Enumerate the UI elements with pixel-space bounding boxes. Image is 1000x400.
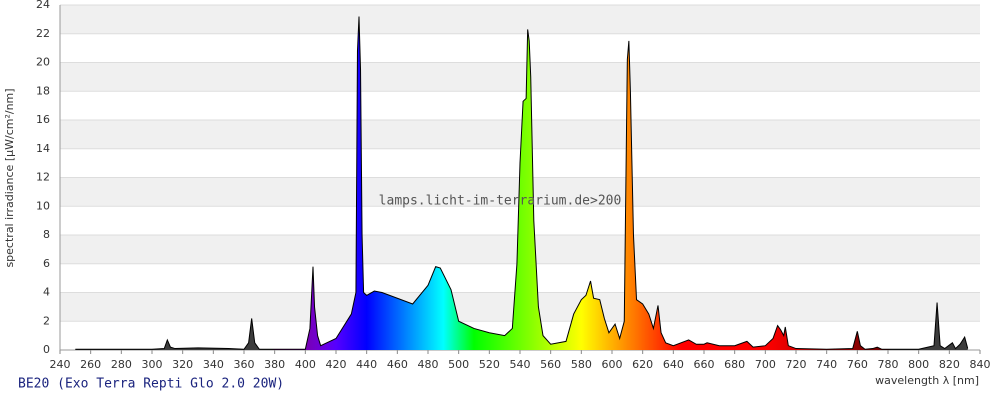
x-tick-label: 460 xyxy=(387,358,408,371)
x-tick-label: 600 xyxy=(602,358,623,371)
x-tick-label: 620 xyxy=(632,358,653,371)
x-tick-label: 700 xyxy=(755,358,776,371)
x-tick-label: 740 xyxy=(816,358,837,371)
x-tick-label: 560 xyxy=(540,358,561,371)
x-tick-label: 380 xyxy=(264,358,285,371)
y-tick-label: 8 xyxy=(43,228,50,241)
x-tick-label: 260 xyxy=(80,358,101,371)
x-tick-label: 480 xyxy=(418,358,439,371)
x-tick-label: 800 xyxy=(908,358,929,371)
y-tick-label: 24 xyxy=(36,0,50,11)
x-tick-label: 240 xyxy=(50,358,71,371)
y-tick-label: 0 xyxy=(43,343,50,356)
spectrum-line xyxy=(75,16,969,350)
x-tick-label: 280 xyxy=(111,358,132,371)
x-tick-label: 420 xyxy=(326,358,347,371)
grid-band xyxy=(60,91,980,120)
y-tick-label: 4 xyxy=(43,286,50,299)
x-tick-label: 840 xyxy=(970,358,991,371)
x-tick-label: 820 xyxy=(939,358,960,371)
x-tick-label: 320 xyxy=(172,358,193,371)
y-tick-label: 14 xyxy=(36,142,50,155)
chart-title: BE20 (Exo Terra Repti Glo 2.0 20W) xyxy=(18,377,284,392)
x-tick-label: 440 xyxy=(356,358,377,371)
grid-band xyxy=(60,33,980,63)
x-tick-label: 720 xyxy=(786,358,807,371)
watermark: lamps.licht-im-terrarium.de>200 xyxy=(379,194,622,209)
x-tick-label: 660 xyxy=(694,358,715,371)
y-tick-label: 6 xyxy=(43,257,50,270)
x-tick-label: 680 xyxy=(724,358,745,371)
x-tick-label: 300 xyxy=(142,358,163,371)
x-tick-label: 340 xyxy=(203,358,224,371)
x-axis-label: wavelength λ [nm] xyxy=(875,374,979,387)
x-tick-label: 520 xyxy=(479,358,500,371)
x-tick-label: 640 xyxy=(663,358,684,371)
grid-band xyxy=(60,62,980,92)
x-tick-label: 400 xyxy=(295,358,316,371)
y-tick-label: 22 xyxy=(36,27,50,40)
x-tick-label: 360 xyxy=(234,358,255,371)
y-tick-label: 20 xyxy=(36,56,50,69)
x-tick-label: 580 xyxy=(571,358,592,371)
y-tick-label: 12 xyxy=(36,171,50,184)
y-tick-label: 2 xyxy=(43,314,50,327)
x-tick-label: 500 xyxy=(448,358,469,371)
x-tick-label: 540 xyxy=(510,358,531,371)
y-axis-label: spectral irradiance [µW/cm²/nm] xyxy=(3,88,16,267)
y-tick-label: 10 xyxy=(36,199,50,212)
grid-band xyxy=(60,120,980,149)
x-tick-label: 780 xyxy=(878,358,899,371)
x-tick-label: 760 xyxy=(847,358,868,371)
y-tick-label: 16 xyxy=(36,113,50,126)
y-tick-label: 18 xyxy=(36,84,50,97)
spectrum-fill xyxy=(75,16,968,350)
grid-band xyxy=(60,5,980,34)
